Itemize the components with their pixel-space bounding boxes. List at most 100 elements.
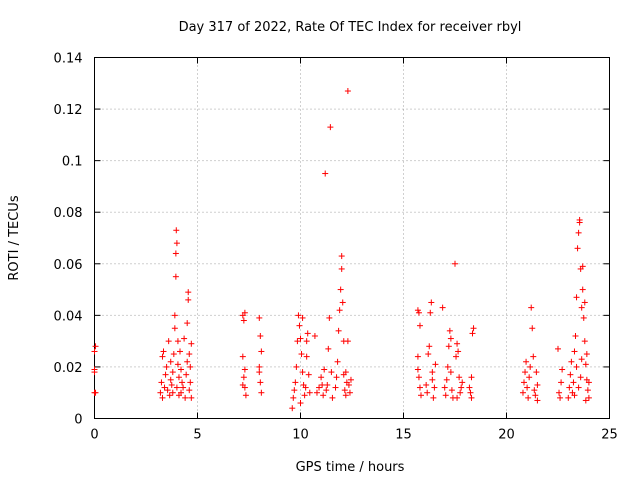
data-point: [188, 394, 195, 401]
data-point: [525, 394, 532, 401]
data-point: [526, 374, 533, 381]
data-point: [335, 327, 342, 334]
data-point: [534, 381, 541, 388]
data-point: [581, 338, 588, 345]
data-point: [582, 397, 589, 404]
x-tick-label: 5: [193, 428, 201, 443]
data-point: [340, 371, 347, 378]
data-point: [441, 384, 448, 391]
data-point: [291, 387, 298, 394]
data-point: [524, 384, 531, 391]
data-point: [173, 240, 180, 247]
data-point: [559, 366, 566, 373]
data-point: [91, 369, 98, 376]
data-point: [188, 340, 195, 347]
data-point: [439, 304, 446, 311]
data-point: [585, 379, 592, 386]
data-point: [325, 345, 332, 352]
data-point: [242, 392, 249, 399]
x-tick-label: 25: [601, 428, 618, 443]
data-point: [183, 371, 190, 378]
y-tick-label: 0.02: [54, 361, 83, 376]
data-point: [290, 394, 297, 401]
data-point: [171, 325, 178, 332]
data-point: [174, 338, 181, 345]
data-point: [336, 307, 343, 314]
data-point: [431, 384, 438, 391]
data-point: [533, 369, 540, 376]
data-point: [432, 361, 439, 368]
y-tick-label: 0.06: [54, 258, 83, 273]
data-point: [303, 353, 310, 360]
data-point: [160, 348, 167, 355]
data-point: [527, 363, 534, 370]
y-tick-label: 0.08: [54, 206, 83, 221]
data-point: [470, 325, 477, 332]
data-point: [426, 343, 433, 350]
y-tick-label: 0.04: [54, 309, 83, 324]
data-point: [534, 397, 541, 404]
data-point: [531, 387, 538, 394]
grid: [94, 57, 610, 419]
x-axis-title: GPS time / hours: [296, 460, 405, 475]
data-point: [467, 389, 474, 396]
data-point: [321, 366, 328, 373]
data-point: [456, 374, 463, 381]
data-point: [161, 384, 168, 391]
data-point: [454, 394, 461, 401]
data-point: [576, 219, 583, 226]
data-point: [305, 371, 312, 378]
data-point: [344, 338, 351, 345]
data-point: [240, 374, 247, 381]
data-point: [187, 379, 194, 386]
data-point: [159, 394, 166, 401]
data-point: [329, 394, 336, 401]
x-tick-label: 15: [395, 428, 412, 443]
data-point: [172, 273, 179, 280]
data-point: [454, 340, 461, 347]
data-point: [241, 366, 248, 373]
data-point: [332, 384, 339, 391]
data-point: [459, 379, 466, 386]
data-point: [299, 369, 306, 376]
data-point: [521, 379, 528, 386]
data-point: [159, 353, 166, 360]
data-point: [442, 392, 449, 399]
plot-frame: [94, 57, 610, 419]
data-point: [585, 394, 592, 401]
data-point: [339, 299, 346, 306]
data-point: [157, 389, 164, 396]
data-point: [530, 353, 537, 360]
chart-title: Day 317 of 2022, Rate Of TEC Index for r…: [179, 20, 522, 35]
y-tick-label: 0.12: [54, 103, 83, 118]
data-point: [166, 392, 173, 399]
data-point: [424, 389, 431, 396]
data-point: [171, 312, 178, 319]
data-point: [175, 374, 182, 381]
data-point: [519, 389, 526, 396]
data-point: [429, 376, 436, 383]
data-point: [180, 384, 187, 391]
data-point: [184, 320, 191, 327]
data-point: [162, 371, 169, 378]
data-point: [164, 387, 171, 394]
data-point: [466, 384, 473, 391]
data-point: [568, 358, 575, 365]
data-point: [341, 387, 348, 394]
data-point: [311, 332, 318, 339]
data-point: [158, 379, 165, 386]
x-tick-label: 20: [498, 428, 515, 443]
data-point: [239, 353, 246, 360]
data-point: [326, 314, 333, 321]
data-point: [584, 387, 591, 394]
data-point: [414, 353, 421, 360]
data-point: [428, 299, 435, 306]
data-point: [444, 363, 451, 370]
data-point: [556, 389, 563, 396]
data-point: [529, 325, 536, 332]
data-point: [92, 343, 99, 350]
data-point: [574, 245, 581, 252]
data-point: [173, 384, 180, 391]
data-point: [302, 384, 309, 391]
data-point: [185, 296, 192, 303]
